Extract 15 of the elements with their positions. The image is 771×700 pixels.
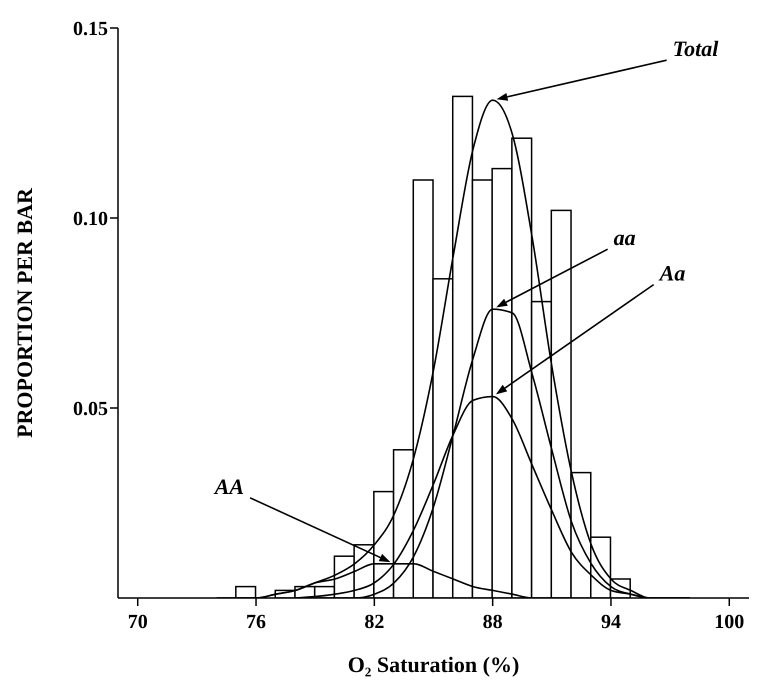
text: Total	[672, 36, 720, 62]
x-tick-label: 100	[714, 611, 744, 634]
text: AA	[212, 474, 244, 499]
y-axis-title: PROPORTION PER BAR	[12, 187, 37, 438]
y-tick-label: 0.15	[73, 18, 108, 40]
x-tick-label: 70	[128, 611, 148, 634]
x-tick-label: 94	[600, 611, 621, 634]
x-axis-title: O₂ Saturation (%)	[348, 652, 520, 677]
y-tick-label: 0.05	[73, 398, 108, 420]
x-tick-label: 82	[364, 611, 384, 634]
text: Aa	[658, 260, 686, 286]
text: aa	[614, 225, 636, 250]
y-tick-label: 0.10	[73, 208, 108, 230]
x-tick-label: 76	[246, 611, 266, 634]
x-tick-label: 88	[482, 611, 503, 634]
